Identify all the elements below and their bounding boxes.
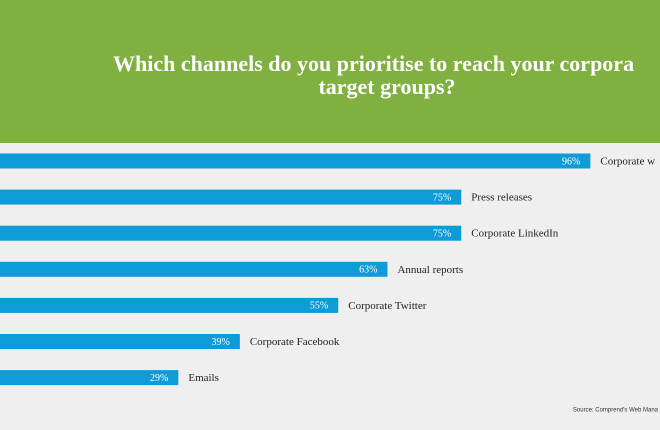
category-label: Press releases [471, 192, 532, 204]
chart-title: Which channels do you prioritise to reac… [113, 51, 634, 76]
value-label: 39% [212, 337, 230, 348]
value-label: 75% [433, 192, 451, 203]
header-band [0, 0, 660, 143]
bar [0, 297, 339, 313]
chart-title: target groups? [318, 74, 455, 99]
category-label: Corporate Twitter [348, 300, 426, 312]
value-label: 63% [359, 265, 377, 276]
value-label: 75% [433, 228, 451, 239]
bar [0, 153, 591, 169]
bar [0, 334, 240, 349]
value-label: 96% [562, 156, 580, 167]
bar [0, 370, 179, 386]
value-label: 55% [310, 301, 328, 312]
category-label: Corporate LinkedIn [471, 228, 559, 240]
source-note: Source: Comprend's Web Mana [573, 408, 659, 414]
category-label: Annual reports [397, 264, 463, 276]
bar [0, 189, 462, 205]
value-label: 29% [150, 373, 168, 384]
bar [0, 225, 462, 241]
category-label: Corporate w [600, 156, 655, 168]
category-label: Emails [188, 372, 219, 384]
bar [0, 261, 388, 277]
category-label: Corporate Facebook [250, 336, 340, 348]
